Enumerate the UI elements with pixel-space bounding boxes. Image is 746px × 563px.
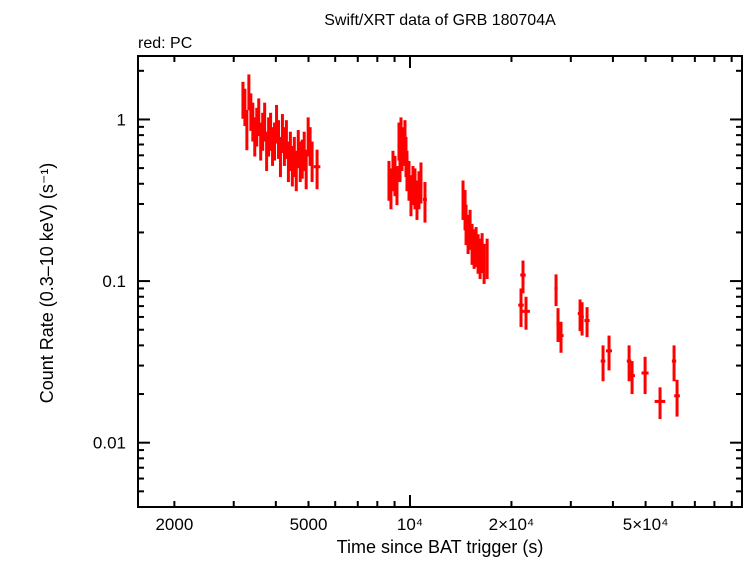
data-point (243, 88, 247, 127)
data-point (419, 162, 423, 204)
data-point (558, 321, 564, 353)
data-point (554, 274, 558, 307)
plot-frame (137, 55, 743, 508)
data-point (605, 335, 613, 371)
data-point (302, 131, 306, 171)
axis-ticks (138, 56, 742, 508)
data-point (247, 74, 251, 111)
data-point (600, 345, 606, 382)
chart-title: Swift/XRT data of GRB 180704A (324, 12, 556, 29)
data-point (520, 260, 526, 294)
data-point (313, 149, 321, 190)
data-point (245, 109, 249, 151)
data-point (654, 387, 666, 420)
data-point (395, 166, 399, 206)
data-point (304, 149, 308, 190)
data-point (284, 120, 288, 159)
chart-subtitle: red: PC (138, 35, 192, 52)
x-axis-label: Time since BAT trigger (s) (337, 537, 544, 557)
x-tick-label: 5000 (290, 515, 328, 534)
data-point (556, 308, 560, 342)
data-point (629, 361, 635, 395)
data-points (241, 74, 680, 420)
x-tick-label: 2×10⁴ (489, 515, 535, 534)
data-point (308, 127, 312, 166)
data-point (482, 243, 486, 284)
data-point (257, 98, 261, 137)
data-point (422, 182, 427, 223)
data-point (580, 302, 584, 336)
y-tick-labels: 1 0.1 0.01 (93, 110, 126, 452)
x-tick-label: 5×10⁴ (623, 515, 669, 534)
data-point (584, 307, 590, 338)
x-tick-labels: 2000 5000 10⁴ 2×10⁴ 5×10⁴ (155, 515, 668, 534)
x-tick-label: 10⁴ (397, 515, 423, 534)
data-point (278, 136, 282, 178)
data-point (674, 379, 680, 417)
data-point (263, 102, 267, 142)
data-point (671, 345, 677, 382)
data-point (485, 238, 489, 280)
y-tick-label: 0.01 (93, 434, 126, 453)
y-tick-label: 1 (117, 110, 126, 129)
x-tick-label: 2000 (155, 515, 193, 534)
data-point (518, 288, 524, 327)
data-point (310, 141, 314, 183)
data-point (641, 356, 649, 395)
y-axis-label: Count Rate (0.3–10 keV) (s⁻¹) (37, 163, 57, 404)
data-point (521, 296, 530, 330)
y-tick-label: 0.1 (102, 272, 126, 291)
